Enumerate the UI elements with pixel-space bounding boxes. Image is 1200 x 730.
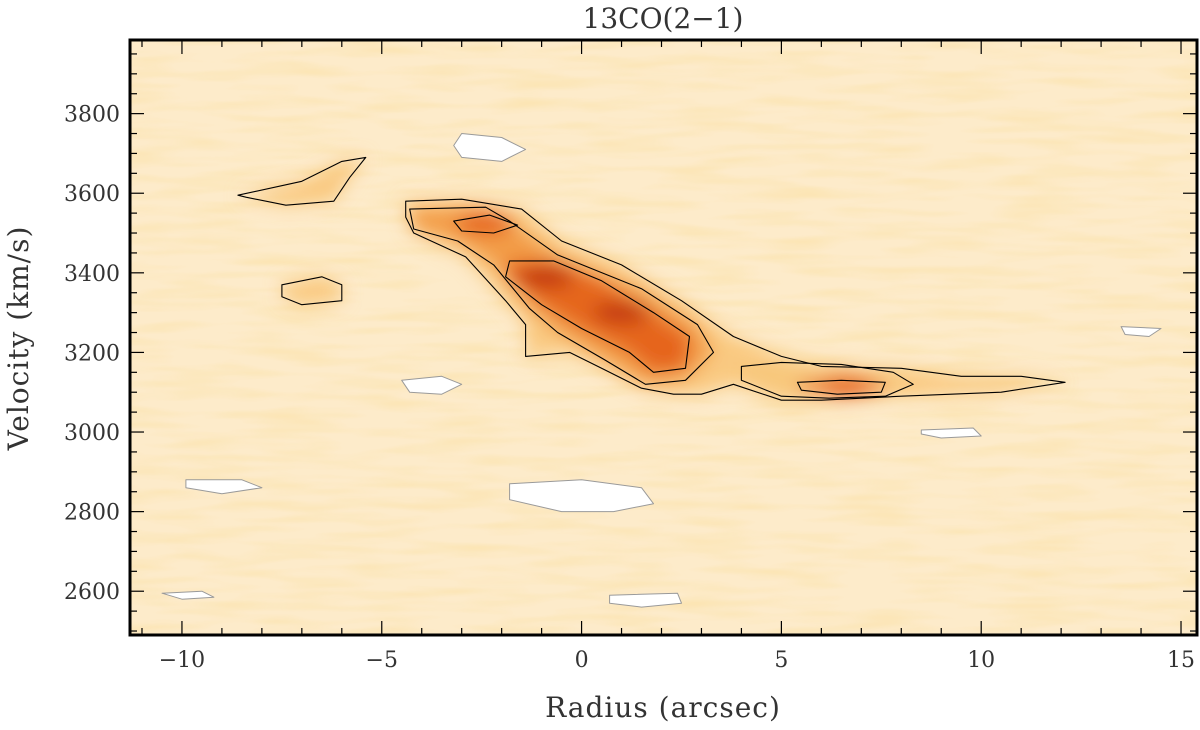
emission-layer: [237, 157, 1066, 401]
negative-contour-line: [609, 592, 682, 608]
x-tick-label: −10: [159, 648, 205, 673]
x-tick-label: 10: [967, 648, 995, 673]
negative-contour-line: [509, 479, 654, 513]
contour-layer: [161, 133, 1162, 608]
contour-line: [237, 156, 367, 206]
chart-title: 13CO(2−1): [583, 2, 744, 35]
emission-peak: [593, 301, 650, 324]
plot-frame: [128, 38, 1199, 637]
contour-line: [405, 198, 1066, 401]
axis-ticks: −10 −5 0 5 10 15 2600 2800 3000 3200 3400 3600 3800: [64, 40, 1197, 673]
y-tick-label: 3000: [64, 421, 120, 446]
emission-peak: [517, 265, 574, 288]
negative-contour-line: [1120, 326, 1162, 337]
x-tick-label: −5: [366, 648, 398, 673]
emission-peak: [633, 337, 690, 360]
contour-line: [796, 379, 886, 395]
y-tick-label: 3800: [64, 103, 120, 128]
emission-peak: [457, 211, 514, 235]
contour-line: [281, 276, 343, 306]
y-tick-label: 3400: [64, 262, 120, 287]
negative-contour-line: [185, 479, 263, 495]
x-tick-label: 5: [774, 648, 788, 673]
y-tick-label: 3600: [64, 182, 120, 207]
x-tick-label: 0: [575, 648, 589, 673]
y-axis-label: Velocity (km/s): [2, 226, 35, 452]
negative-contour-line: [161, 590, 215, 600]
negative-contour-line: [920, 427, 982, 439]
negative-contour-line: [401, 375, 463, 395]
contour-line: [740, 361, 914, 399]
y-tick-label: 2600: [64, 580, 120, 605]
contour-line: [409, 206, 715, 385]
contour-line: [453, 214, 519, 234]
contour-line: [505, 260, 691, 373]
negative-contour-line: [453, 133, 527, 162]
y-tick-label: 2800: [64, 501, 120, 526]
x-tick-label: 15: [1167, 648, 1195, 673]
emission-region: [405, 199, 1066, 401]
y-tick-label: 3200: [64, 341, 120, 366]
x-axis-label: Radius (arcsec): [545, 691, 781, 724]
emission-region: [281, 276, 342, 305]
